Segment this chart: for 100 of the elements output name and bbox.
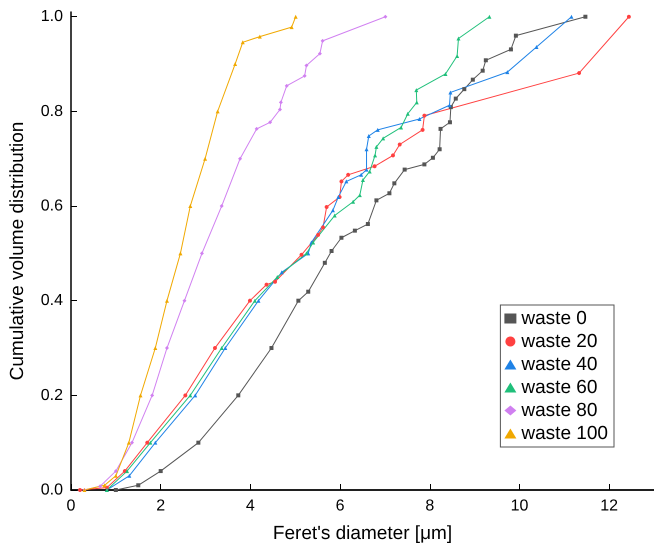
point [306,290,310,294]
point [238,156,242,161]
point [346,172,350,177]
y-tick-label: 0.8 [40,102,64,120]
point [138,393,143,398]
point [448,120,452,124]
point [420,128,425,132]
point [391,153,395,158]
point [316,232,320,237]
point [145,440,150,445]
point [374,198,378,202]
point [514,34,518,38]
point [275,275,280,280]
point [373,153,378,158]
point [352,228,357,233]
point [364,168,369,172]
point [220,346,224,350]
point [399,125,404,130]
point [114,474,118,478]
point [153,346,158,350]
point [372,164,377,168]
point [387,191,392,196]
point [351,200,356,204]
x-tick-label: 4 [246,498,255,514]
point [583,14,588,19]
point [320,38,325,43]
point [417,116,422,121]
point [534,45,539,50]
point [78,488,82,492]
point [182,298,186,303]
point [268,120,272,124]
x-tick-label: 10 [510,498,528,514]
point [330,249,334,253]
point [183,393,188,398]
point [114,469,118,474]
point [269,346,274,350]
x-tick-label: 2 [156,498,166,514]
point [258,34,262,39]
x-tick-label: 8 [425,498,434,514]
point [125,469,130,474]
point [236,393,240,398]
point [366,222,370,226]
point [278,100,283,104]
point [102,483,107,488]
y-axis-title: Cumulative volume distribution [7,122,28,380]
point [98,484,102,488]
legend-label: waste 80 [520,400,598,421]
point [414,88,418,92]
point [366,134,371,138]
point [577,71,582,76]
point [443,72,448,76]
point [422,114,426,118]
point [368,169,372,174]
point [383,14,388,19]
y-tick-label: 0.4 [40,292,64,310]
point [324,204,329,209]
legend-label: waste 100 [520,423,608,444]
point [344,179,348,184]
y-tick-label: 1.0 [40,8,64,26]
point [248,298,252,303]
point [381,136,386,140]
point [406,112,410,116]
point [470,78,475,82]
point [626,14,631,19]
point [114,488,118,492]
point [273,280,278,284]
point [392,181,396,186]
point [196,440,200,445]
point [264,282,269,287]
point [178,251,182,256]
point [438,126,443,131]
point [302,74,307,78]
x-tick-label: 12 [600,498,618,514]
point [330,208,335,212]
point [456,36,460,41]
point [296,298,300,303]
point [164,298,169,303]
point [280,270,284,274]
point [422,162,426,166]
point [240,40,245,44]
y-tick-label: 0.0 [40,482,64,498]
point [318,52,322,56]
point [136,483,140,488]
point [508,47,513,52]
point [402,168,407,172]
y-tick-label: 0.6 [40,198,64,215]
point [430,156,435,160]
point [220,204,224,208]
x-tick-label: 0 [66,498,76,514]
legend-label: waste 0 [520,308,587,329]
point [374,144,378,149]
point [158,469,163,474]
point [254,126,259,131]
point [448,90,452,94]
point [321,225,326,230]
point [359,172,364,177]
point [300,252,304,257]
point [339,236,344,240]
point [216,109,220,114]
point [332,214,337,218]
